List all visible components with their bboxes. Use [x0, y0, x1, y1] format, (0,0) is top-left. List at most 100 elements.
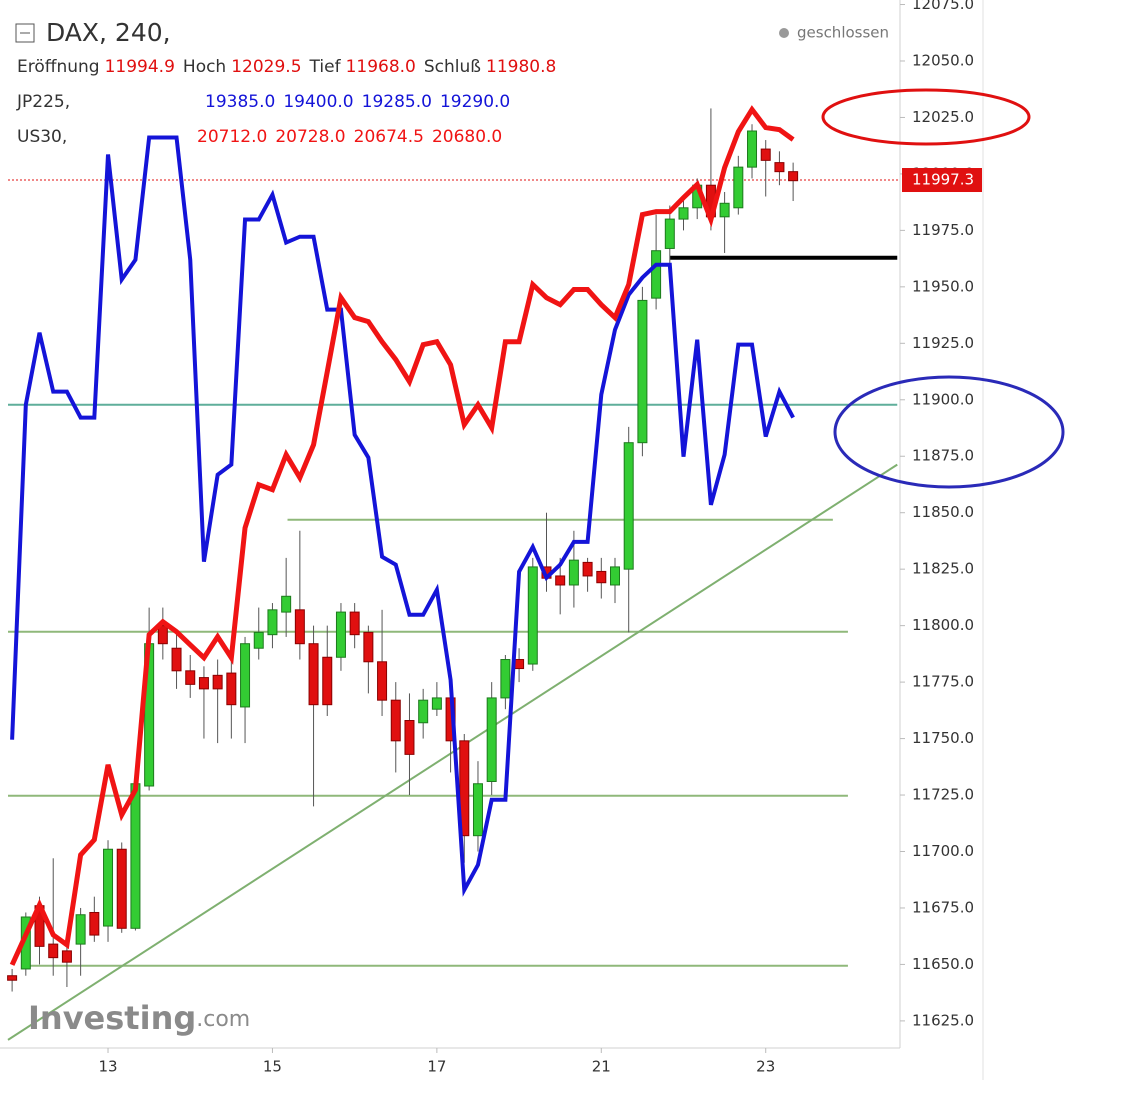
- candle-body: [555, 575, 566, 586]
- candle-body: [253, 631, 264, 649]
- x-tick-label: 13: [98, 1058, 117, 1076]
- red-ellipse: [821, 88, 1031, 146]
- candle-body: [418, 699, 429, 724]
- candle-body: [747, 130, 758, 168]
- candle-body: [116, 848, 127, 929]
- trend-line: [7, 463, 898, 1041]
- candle-body: [431, 697, 442, 710]
- candle-body: [48, 943, 59, 959]
- y-tick-label: 11675.0: [912, 898, 974, 916]
- candle-body: [664, 218, 675, 249]
- x-tick-label: 17: [427, 1058, 446, 1076]
- series-quote: 19385.0: [205, 92, 275, 112]
- quote-value: 12029.5: [231, 57, 301, 77]
- candle-body: [349, 611, 360, 636]
- series-quote: 20680.0: [432, 127, 502, 147]
- series-quote: 19285.0: [362, 92, 432, 112]
- candle-body: [61, 950, 72, 963]
- candle-body: [678, 207, 689, 220]
- candle-body: [75, 914, 86, 945]
- watermark-main: Investing: [28, 999, 196, 1037]
- quote-label: Hoch: [183, 57, 226, 77]
- y-tick-label: 12075.0: [912, 0, 974, 13]
- candle-body: [404, 720, 415, 755]
- candle-body: [637, 299, 648, 444]
- candle-body: [198, 677, 209, 690]
- y-tick-label: 11875.0: [912, 447, 974, 465]
- collapse-icon[interactable]: [15, 23, 35, 43]
- candle-body: [171, 647, 182, 672]
- candle-body: [390, 699, 401, 742]
- blue-ellipse: [833, 375, 1065, 489]
- candle-body: [363, 631, 374, 663]
- candle-body: [527, 566, 538, 665]
- x-tick-label: 15: [263, 1058, 282, 1076]
- candle-body: [514, 659, 525, 670]
- y-tick-label: 11975.0: [912, 221, 974, 239]
- y-tick-label: 11825.0: [912, 560, 974, 578]
- candle-body: [472, 783, 483, 837]
- candle-body: [486, 697, 497, 782]
- legend: DAX, 240, Eröffnung 11994.9 Hoch 12029.5 Tief…: [16, 18, 556, 147]
- candle-body: [89, 911, 100, 936]
- x-tick-label: 23: [756, 1058, 775, 1076]
- y-tick-label: 11850.0: [912, 503, 974, 521]
- plot: [7, 105, 900, 1041]
- candle-body: [623, 442, 634, 570]
- series-quote: 19290.0: [440, 92, 510, 112]
- watermark: Investing.com: [28, 999, 250, 1037]
- series-line: [9, 105, 795, 966]
- candle-body: [609, 566, 620, 586]
- y-tick-label: 11800.0: [912, 616, 974, 634]
- candle-body: [582, 561, 593, 577]
- last-price-label: 11997.3: [912, 171, 974, 189]
- y-tick-label: 11925.0: [912, 334, 974, 352]
- y-tick-label: 11900.0: [912, 390, 974, 408]
- candle-body: [596, 570, 607, 584]
- quote-value: 11994.9: [105, 57, 175, 77]
- y-tick-label: 12050.0: [912, 51, 974, 69]
- status: geschlossen: [797, 24, 889, 42]
- y-tick-label: 11700.0: [912, 842, 974, 860]
- candle-body: [185, 670, 196, 685]
- candle-body: [281, 595, 292, 613]
- series-name: JP225,: [16, 92, 70, 112]
- candle-body: [459, 740, 470, 837]
- y-tick-label: 11750.0: [912, 729, 974, 747]
- series-quote: 19400.0: [283, 92, 353, 112]
- candle-body: [568, 559, 579, 586]
- quote-value: 11968.0: [346, 57, 416, 77]
- candle-body: [157, 625, 168, 645]
- candle-body: [308, 643, 319, 706]
- candle-body: [322, 656, 333, 706]
- quote-label: Tief: [309, 57, 342, 77]
- candle-body: [240, 643, 251, 708]
- candle-body: [651, 250, 662, 299]
- candle-body: [130, 783, 141, 929]
- status-dot: [779, 28, 789, 38]
- series-quote: 20674.5: [354, 127, 424, 147]
- candle-body: [760, 148, 771, 161]
- quote-label: Eröffnung: [17, 57, 100, 77]
- quote-value: 11980.8: [486, 57, 556, 77]
- candle-body: [103, 848, 114, 927]
- candle-body: [719, 202, 730, 218]
- candle-body: [7, 975, 18, 981]
- x-tick-label: 21: [592, 1058, 611, 1076]
- y-tick-label: 11650.0: [912, 955, 974, 973]
- y-tick-label: 11775.0: [912, 673, 974, 691]
- candle-body: [212, 674, 223, 690]
- candle-body: [335, 611, 346, 658]
- series-quote: 20728.0: [275, 127, 345, 147]
- y-tick-label: 11950.0: [912, 277, 974, 295]
- candle-body: [294, 609, 305, 645]
- candle-body: [788, 171, 799, 182]
- watermark-suffix: .com: [196, 1007, 250, 1032]
- series-name: US30,: [17, 127, 67, 147]
- candle-body: [774, 162, 785, 173]
- y-tick-label: 11625.0: [912, 1011, 974, 1029]
- candle-body: [267, 609, 278, 636]
- quote-label: Schluß: [424, 57, 481, 77]
- series-line: [10, 135, 795, 897]
